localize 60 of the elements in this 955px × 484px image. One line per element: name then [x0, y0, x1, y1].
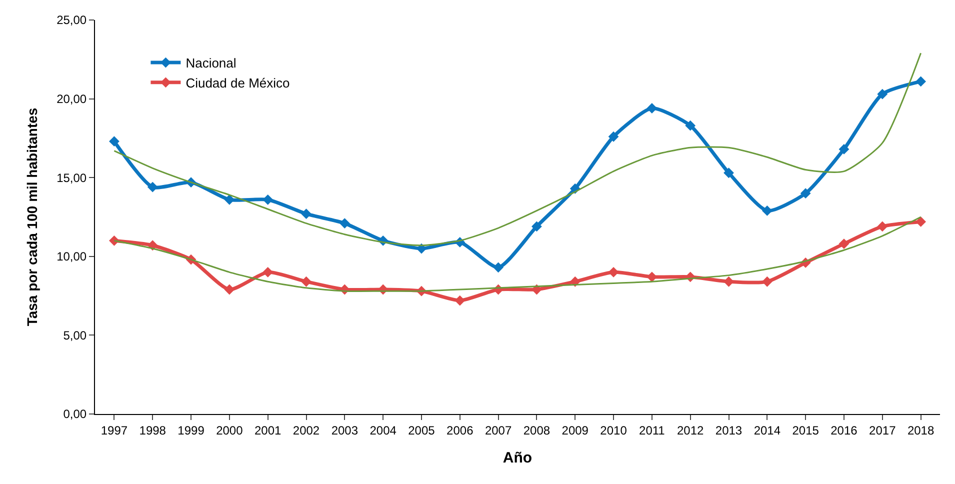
x-tick-label: 2011 — [639, 423, 666, 438]
x-tick-label: 2018 — [907, 423, 934, 438]
y-axis-title: Tasa por cada 100 mil habitantes — [24, 108, 40, 326]
legend-label: Nacional — [186, 56, 236, 71]
x-tick-label: 1998 — [139, 423, 166, 438]
point — [454, 295, 466, 306]
point — [916, 76, 926, 87]
point — [262, 194, 274, 205]
point — [646, 272, 658, 282]
point — [301, 208, 312, 220]
point — [224, 194, 235, 205]
x-tick-label: 2006 — [446, 423, 474, 438]
point — [724, 168, 734, 178]
y-tick-label: 20,00 — [56, 92, 87, 106]
point — [109, 136, 120, 147]
point — [608, 131, 619, 142]
x-tick-label: 2003 — [331, 423, 358, 438]
y-tick-label: 25,00 — [56, 13, 87, 28]
point — [532, 221, 542, 232]
point — [493, 262, 504, 273]
point — [646, 103, 658, 114]
x-tick-label: 2009 — [562, 423, 589, 438]
point — [877, 221, 888, 232]
point — [416, 243, 427, 254]
point — [262, 266, 274, 278]
point — [762, 276, 772, 287]
x-tick-label: 2000 — [216, 423, 244, 438]
point — [301, 276, 312, 287]
x-tick-label: 2014 — [754, 423, 781, 438]
x-tick-label: 1999 — [178, 423, 205, 438]
y-tick-label: 10,00 — [56, 250, 87, 264]
legend-label: Ciudad de México — [186, 76, 290, 90]
point — [838, 144, 850, 154]
x-tick-label: 2010 — [600, 423, 628, 438]
point — [877, 88, 888, 100]
x-tick-label: 2002 — [292, 423, 320, 438]
x-tick-label: 2001 — [254, 423, 282, 438]
point — [724, 276, 734, 287]
x-tick-label: 2016 — [830, 423, 858, 438]
x-tick-label: 1997 — [100, 423, 128, 438]
point — [838, 238, 850, 249]
point — [800, 188, 811, 199]
point — [916, 216, 926, 227]
point — [685, 120, 696, 131]
point — [147, 182, 158, 192]
x-tick-label: 2012 — [676, 423, 704, 438]
point — [224, 284, 235, 295]
x-tick-label: 2007 — [484, 423, 512, 438]
x-axis-title: Año — [502, 449, 532, 466]
x-tick-label: 2013 — [715, 423, 742, 438]
x-tick-label: 2017 — [869, 423, 896, 438]
y-tick-label: 15,00 — [56, 170, 87, 185]
x-tick-label: 2005 — [408, 423, 436, 438]
x-tick-label: 2015 — [792, 423, 820, 438]
point — [339, 218, 350, 228]
x-tick-label: 2008 — [523, 423, 550, 438]
point — [762, 206, 772, 216]
y-tick-label: 0,00 — [63, 407, 87, 422]
y-tick-label: 5,00 — [63, 328, 87, 342]
x-tick-label: 2004 — [370, 423, 397, 438]
